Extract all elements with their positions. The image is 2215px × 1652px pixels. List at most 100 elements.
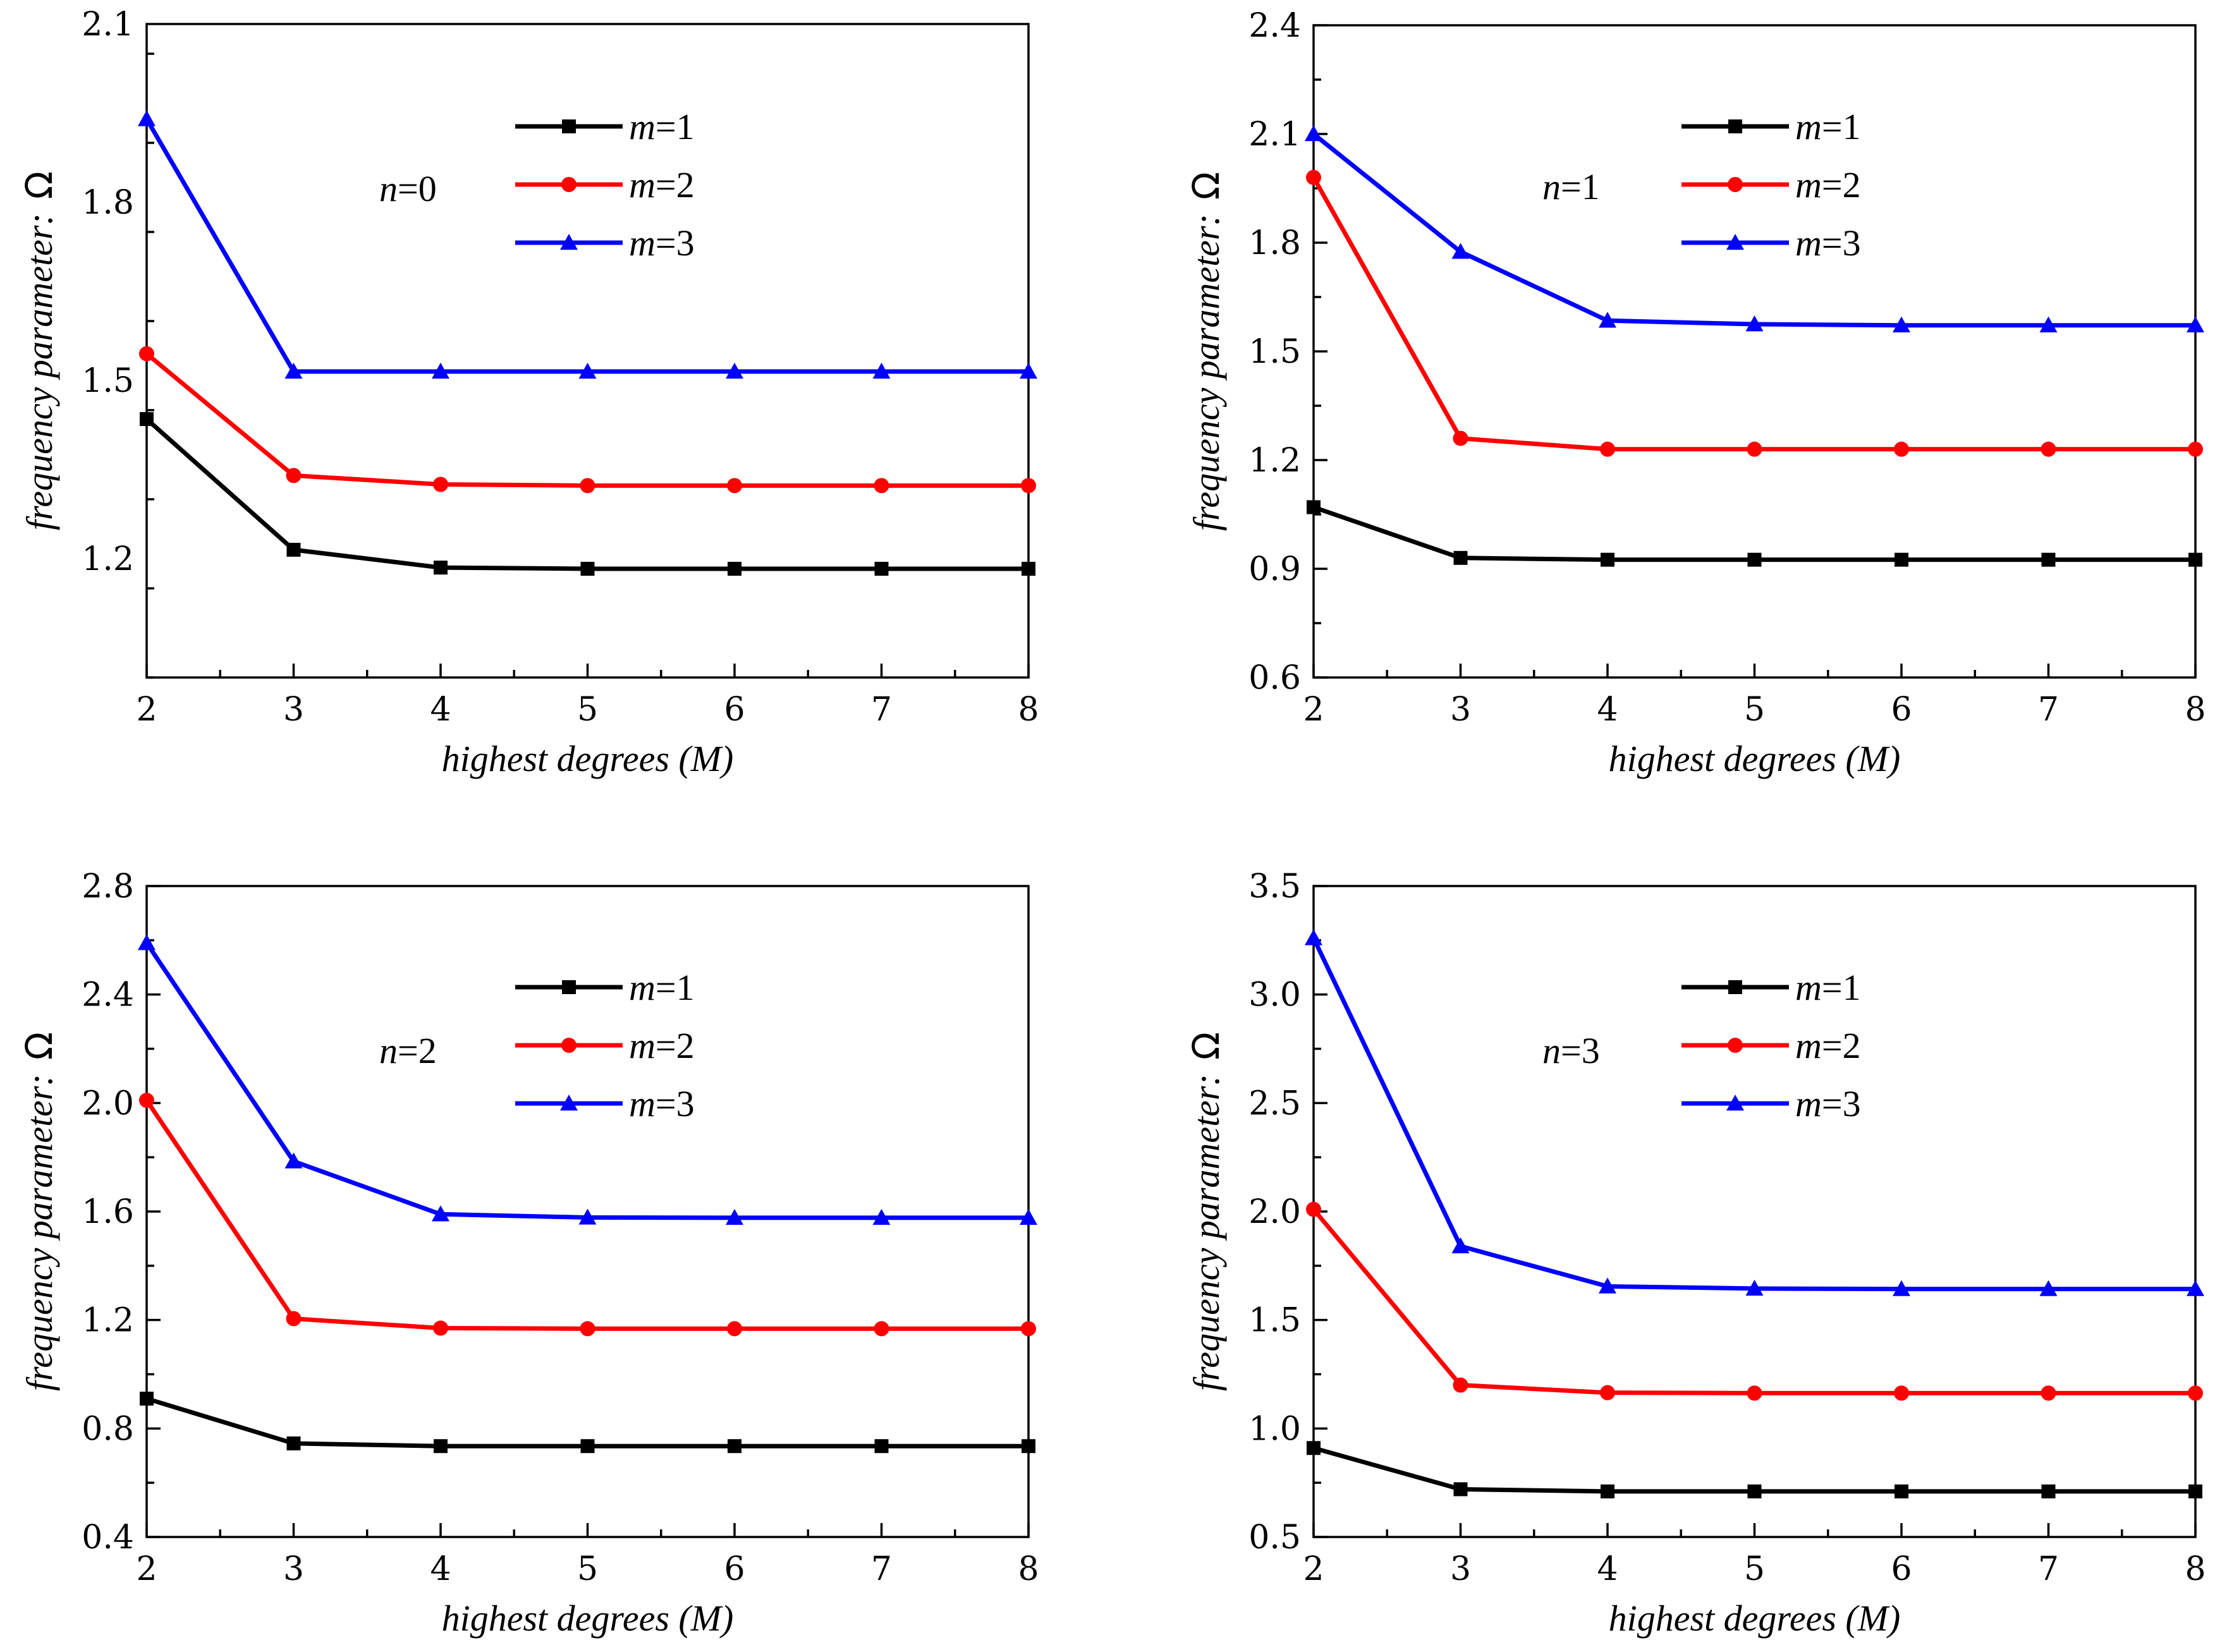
data-point	[1306, 1201, 1321, 1217]
x-tick-label: 6	[1891, 1550, 1912, 1588]
data-point	[1305, 929, 1322, 945]
y-axis-title: frequency parameter:Ω	[1185, 172, 1228, 531]
legend-entry: m=1	[1681, 967, 1861, 1008]
y-tick-label: 2.5	[1248, 1084, 1301, 1122]
data-point	[1747, 1484, 1762, 1498]
y-tick-label: 2.1	[1248, 116, 1301, 154]
legend-label: m=3	[1795, 1083, 1861, 1124]
data-point	[874, 478, 889, 494]
legend-marker	[1728, 119, 1742, 133]
legend-marker	[560, 234, 578, 250]
x-tick-label: 6	[1891, 691, 1912, 729]
y-tick-label: 0.5	[1248, 1519, 1301, 1557]
data-point	[2041, 1385, 2056, 1401]
data-point	[2041, 1484, 2056, 1498]
legend-marker	[1728, 980, 1742, 994]
data-point	[1306, 169, 1321, 185]
legend-entry: m=3	[515, 1083, 695, 1124]
x-tick-label: 8	[2185, 691, 2206, 729]
panel-annotation: n=1	[1542, 166, 1600, 207]
data-point	[580, 561, 595, 576]
y-tick-label: 2.0	[82, 1084, 134, 1122]
x-axis-title: highest degrees (M)	[442, 738, 734, 779]
x-tick-label: 4	[1597, 1550, 1618, 1588]
series-m1	[1307, 500, 2202, 567]
series-m2	[1306, 169, 2203, 457]
y-tick-label: 0.6	[1248, 659, 1301, 697]
data-point	[432, 362, 449, 379]
data-point	[1895, 1484, 1908, 1498]
data-point	[433, 1320, 448, 1336]
data-point	[1022, 561, 1035, 576]
data-point	[286, 1311, 302, 1327]
series-line	[145, 1396, 1028, 1449]
x-tick-label: 4	[430, 1550, 451, 1588]
data-point	[1747, 441, 1762, 457]
data-point	[1021, 478, 1036, 494]
data-point	[727, 478, 742, 494]
data-point	[1745, 315, 1764, 332]
data-point	[874, 1321, 889, 1337]
x-axis-title: highest degrees (M)	[1609, 1598, 1901, 1639]
series-m3	[138, 934, 1037, 1225]
omega-symbol: Ω	[1185, 1032, 1228, 1060]
legend-label: m=2	[629, 1025, 695, 1066]
x-tick-label: 3	[283, 1550, 304, 1588]
series-line	[1311, 937, 2195, 1292]
x-tick-label: 2	[136, 1550, 157, 1588]
plot-frame	[145, 23, 1030, 679]
data-point	[1599, 1277, 1616, 1294]
x-tick-label: 3	[283, 691, 304, 729]
data-point	[1601, 1484, 1614, 1498]
series-line	[1312, 1208, 2195, 1395]
x-tick-label: 2	[1303, 1550, 1324, 1588]
series-m1	[140, 412, 1035, 576]
data-point	[1453, 1482, 1468, 1497]
series-m3	[138, 110, 1037, 379]
legend-label: m=1	[1795, 106, 1861, 147]
data-point	[434, 561, 448, 575]
y-tick-label: 1.6	[82, 1193, 134, 1231]
legend-label: m=1	[629, 967, 695, 1008]
data-point	[874, 1439, 889, 1454]
data-point	[1893, 1280, 1910, 1296]
legend-marker	[561, 177, 577, 192]
data-point	[2188, 441, 2203, 457]
legend-marker	[562, 980, 576, 994]
data-point	[1020, 1208, 1037, 1225]
x-tick-label: 3	[1450, 691, 1471, 729]
y-tick-label: 2.8	[82, 868, 134, 906]
data-point	[727, 1321, 742, 1337]
data-point	[726, 362, 743, 379]
series-m3	[1305, 125, 2204, 332]
data-point	[2041, 552, 2056, 567]
series-m1	[1307, 1441, 2202, 1498]
data-point	[1307, 1441, 1321, 1455]
x-tick-label: 8	[1018, 691, 1039, 729]
data-point	[874, 561, 889, 576]
data-point	[2188, 1484, 2202, 1498]
chart-panel-2: 2 3 4 5 6 7 8 0.6 0.9 1.2 1.5 1.8 2.1 2.4 highest degr…	[1185, 7, 2206, 779]
legend-label: m=3	[629, 1083, 695, 1124]
y-tick-label: 1.0	[1248, 1410, 1301, 1448]
omega-symbol: Ω	[18, 1032, 61, 1060]
data-point	[1893, 316, 1910, 332]
data-point	[140, 412, 154, 427]
y-tick-label: 1.5	[82, 362, 134, 400]
omega-symbol: Ω	[1185, 172, 1228, 200]
legend-entry: m=2	[1681, 1025, 1861, 1066]
y-tick-label: 2.4	[1248, 7, 1301, 45]
legend-label: m=1	[629, 106, 695, 147]
data-point	[1451, 243, 1470, 259]
x-tick-label: 4	[430, 691, 451, 729]
data-point	[2187, 1280, 2204, 1296]
data-point	[580, 1321, 595, 1337]
series-m3	[1305, 929, 2204, 1296]
data-point	[1601, 552, 1614, 567]
data-point	[1894, 1385, 1909, 1401]
legend-entry: m=2	[1681, 164, 1861, 205]
x-tick-label: 3	[1450, 1550, 1471, 1588]
legend-marker	[561, 1038, 577, 1053]
data-point	[2188, 552, 2202, 567]
